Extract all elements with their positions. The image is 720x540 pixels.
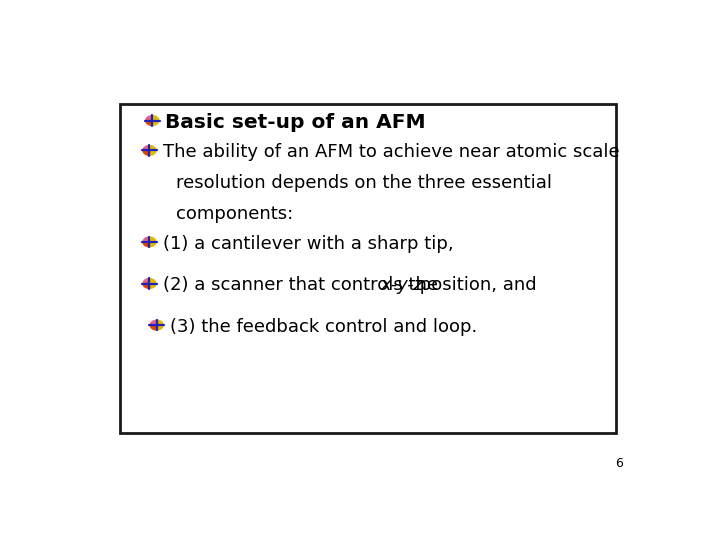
Text: 6: 6 (615, 457, 623, 470)
Text: position, and: position, and (413, 276, 536, 294)
Wedge shape (152, 116, 159, 120)
Wedge shape (157, 325, 163, 330)
Wedge shape (150, 151, 156, 156)
Text: (3) the feedback control and loop.: (3) the feedback control and loop. (170, 318, 477, 336)
Wedge shape (145, 116, 152, 120)
Wedge shape (145, 120, 152, 125)
Wedge shape (143, 242, 150, 247)
Text: x-y-z: x-y-z (380, 276, 423, 294)
Text: components:: components: (176, 205, 294, 222)
Text: Basic set-up of an AFM: Basic set-up of an AFM (166, 113, 426, 132)
Wedge shape (150, 284, 156, 288)
Wedge shape (150, 237, 156, 242)
Wedge shape (143, 284, 150, 288)
Wedge shape (150, 325, 157, 330)
Wedge shape (150, 320, 157, 325)
Wedge shape (150, 146, 156, 151)
Wedge shape (150, 242, 156, 247)
Text: (1) a cantilever with a sharp tip,: (1) a cantilever with a sharp tip, (163, 234, 453, 253)
Wedge shape (143, 279, 150, 284)
Wedge shape (152, 120, 159, 125)
Wedge shape (150, 279, 156, 284)
Bar (120, 104, 616, 433)
Wedge shape (143, 151, 150, 156)
Text: (2) a scanner that controls the: (2) a scanner that controls the (163, 276, 444, 294)
Wedge shape (143, 237, 150, 242)
Text: The ability of an AFM to achieve near atomic scale: The ability of an AFM to achieve near at… (163, 143, 619, 161)
Wedge shape (143, 146, 150, 151)
Wedge shape (157, 320, 163, 325)
Text: resolution depends on the three essential: resolution depends on the three essentia… (176, 174, 552, 192)
